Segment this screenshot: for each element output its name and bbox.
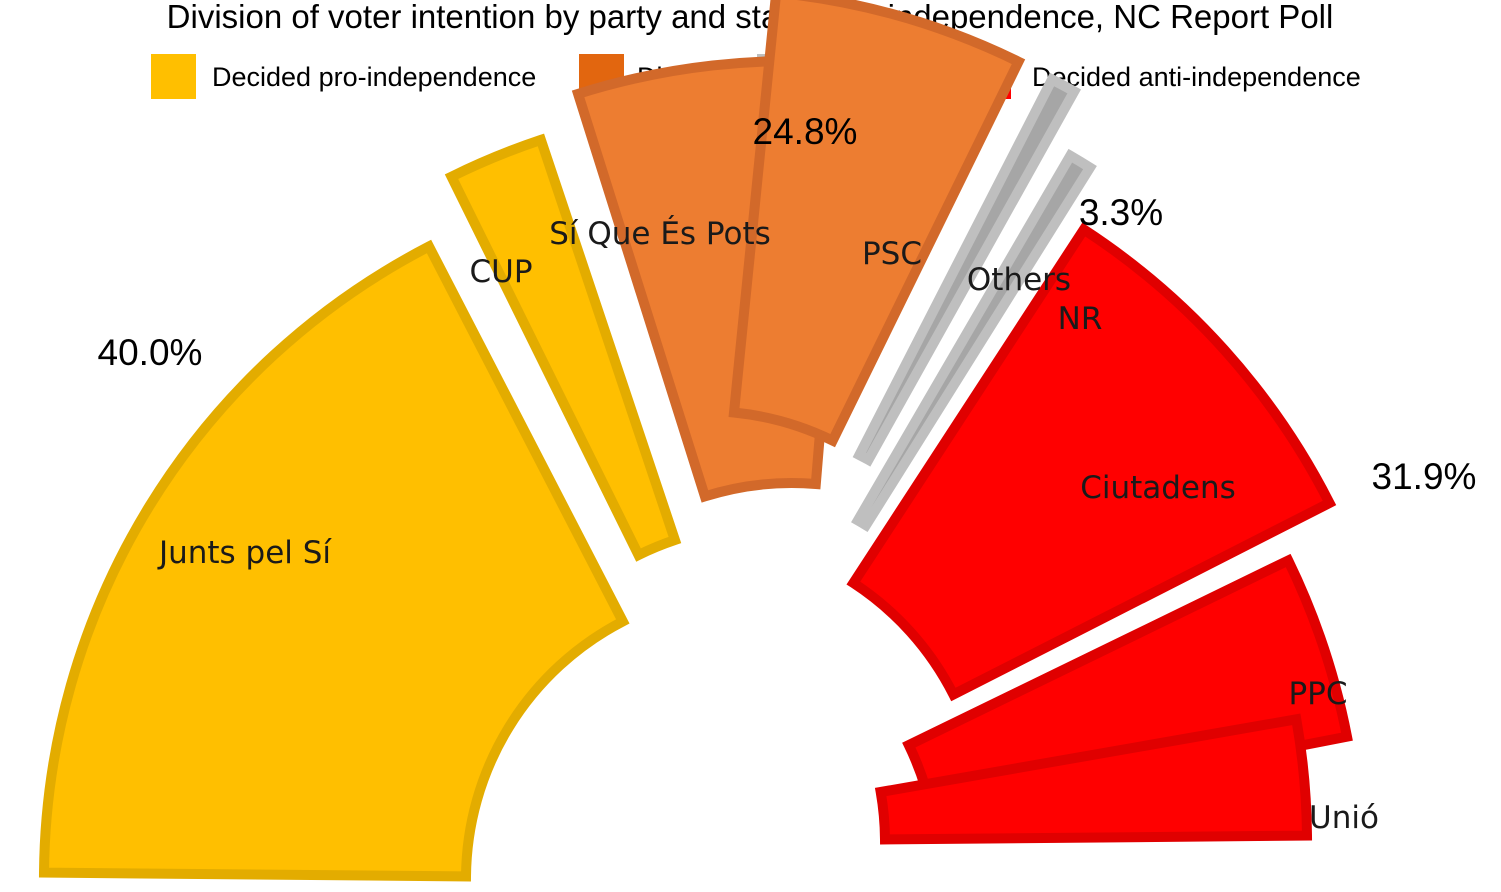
slice-ppc-label: PPC	[1288, 676, 1347, 712]
group-label-decided-pro-independence: 40.0%	[98, 332, 203, 373]
slice-cup	[444, 133, 682, 562]
slice-psc-label: PSC	[862, 236, 922, 272]
chart-title: Division of voter intention by party and…	[167, 0, 1334, 35]
slice-others-label: Others	[967, 262, 1071, 298]
slice-nr	[851, 148, 1097, 533]
legend-decided-anti-independence-label: Decided anti-independence	[1032, 62, 1361, 92]
slice-si-que-es-pots-label: Sí Que És Pots	[549, 216, 771, 252]
slice-psc	[728, 0, 1026, 448]
slice-ciutadens-label: Ciutadens	[1080, 470, 1236, 506]
group-label-unknown: 3.3%	[1079, 192, 1163, 233]
slice-junts-pel-si-label: Junts pel Sí	[157, 535, 332, 571]
slice-ciutadens	[846, 222, 1337, 702]
group-label-decided-anti-independence: 31.9%	[1372, 456, 1477, 497]
legend-decided-pro-independence-label: Decided pro-independence	[212, 62, 536, 92]
legend-decided-pro-independence-swatch	[151, 54, 196, 99]
slice-unio-label: Unió	[1309, 800, 1379, 836]
slice-junts-pel-si	[38, 239, 630, 882]
slice-others	[852, 72, 1082, 467]
slice-nr-label: NR	[1058, 301, 1103, 337]
slice-unio	[874, 713, 1313, 845]
party-labels: Junts pel Sí CUP Sí Que És Pots PSC OthersNR…	[157, 216, 1379, 836]
slices	[38, 0, 1353, 882]
slice-cup-label: CUP	[469, 254, 532, 290]
group-label-divided: 24.8%	[753, 111, 858, 152]
group-labels: 40.0% 24.8% 3.3% 31.9%	[98, 111, 1477, 497]
